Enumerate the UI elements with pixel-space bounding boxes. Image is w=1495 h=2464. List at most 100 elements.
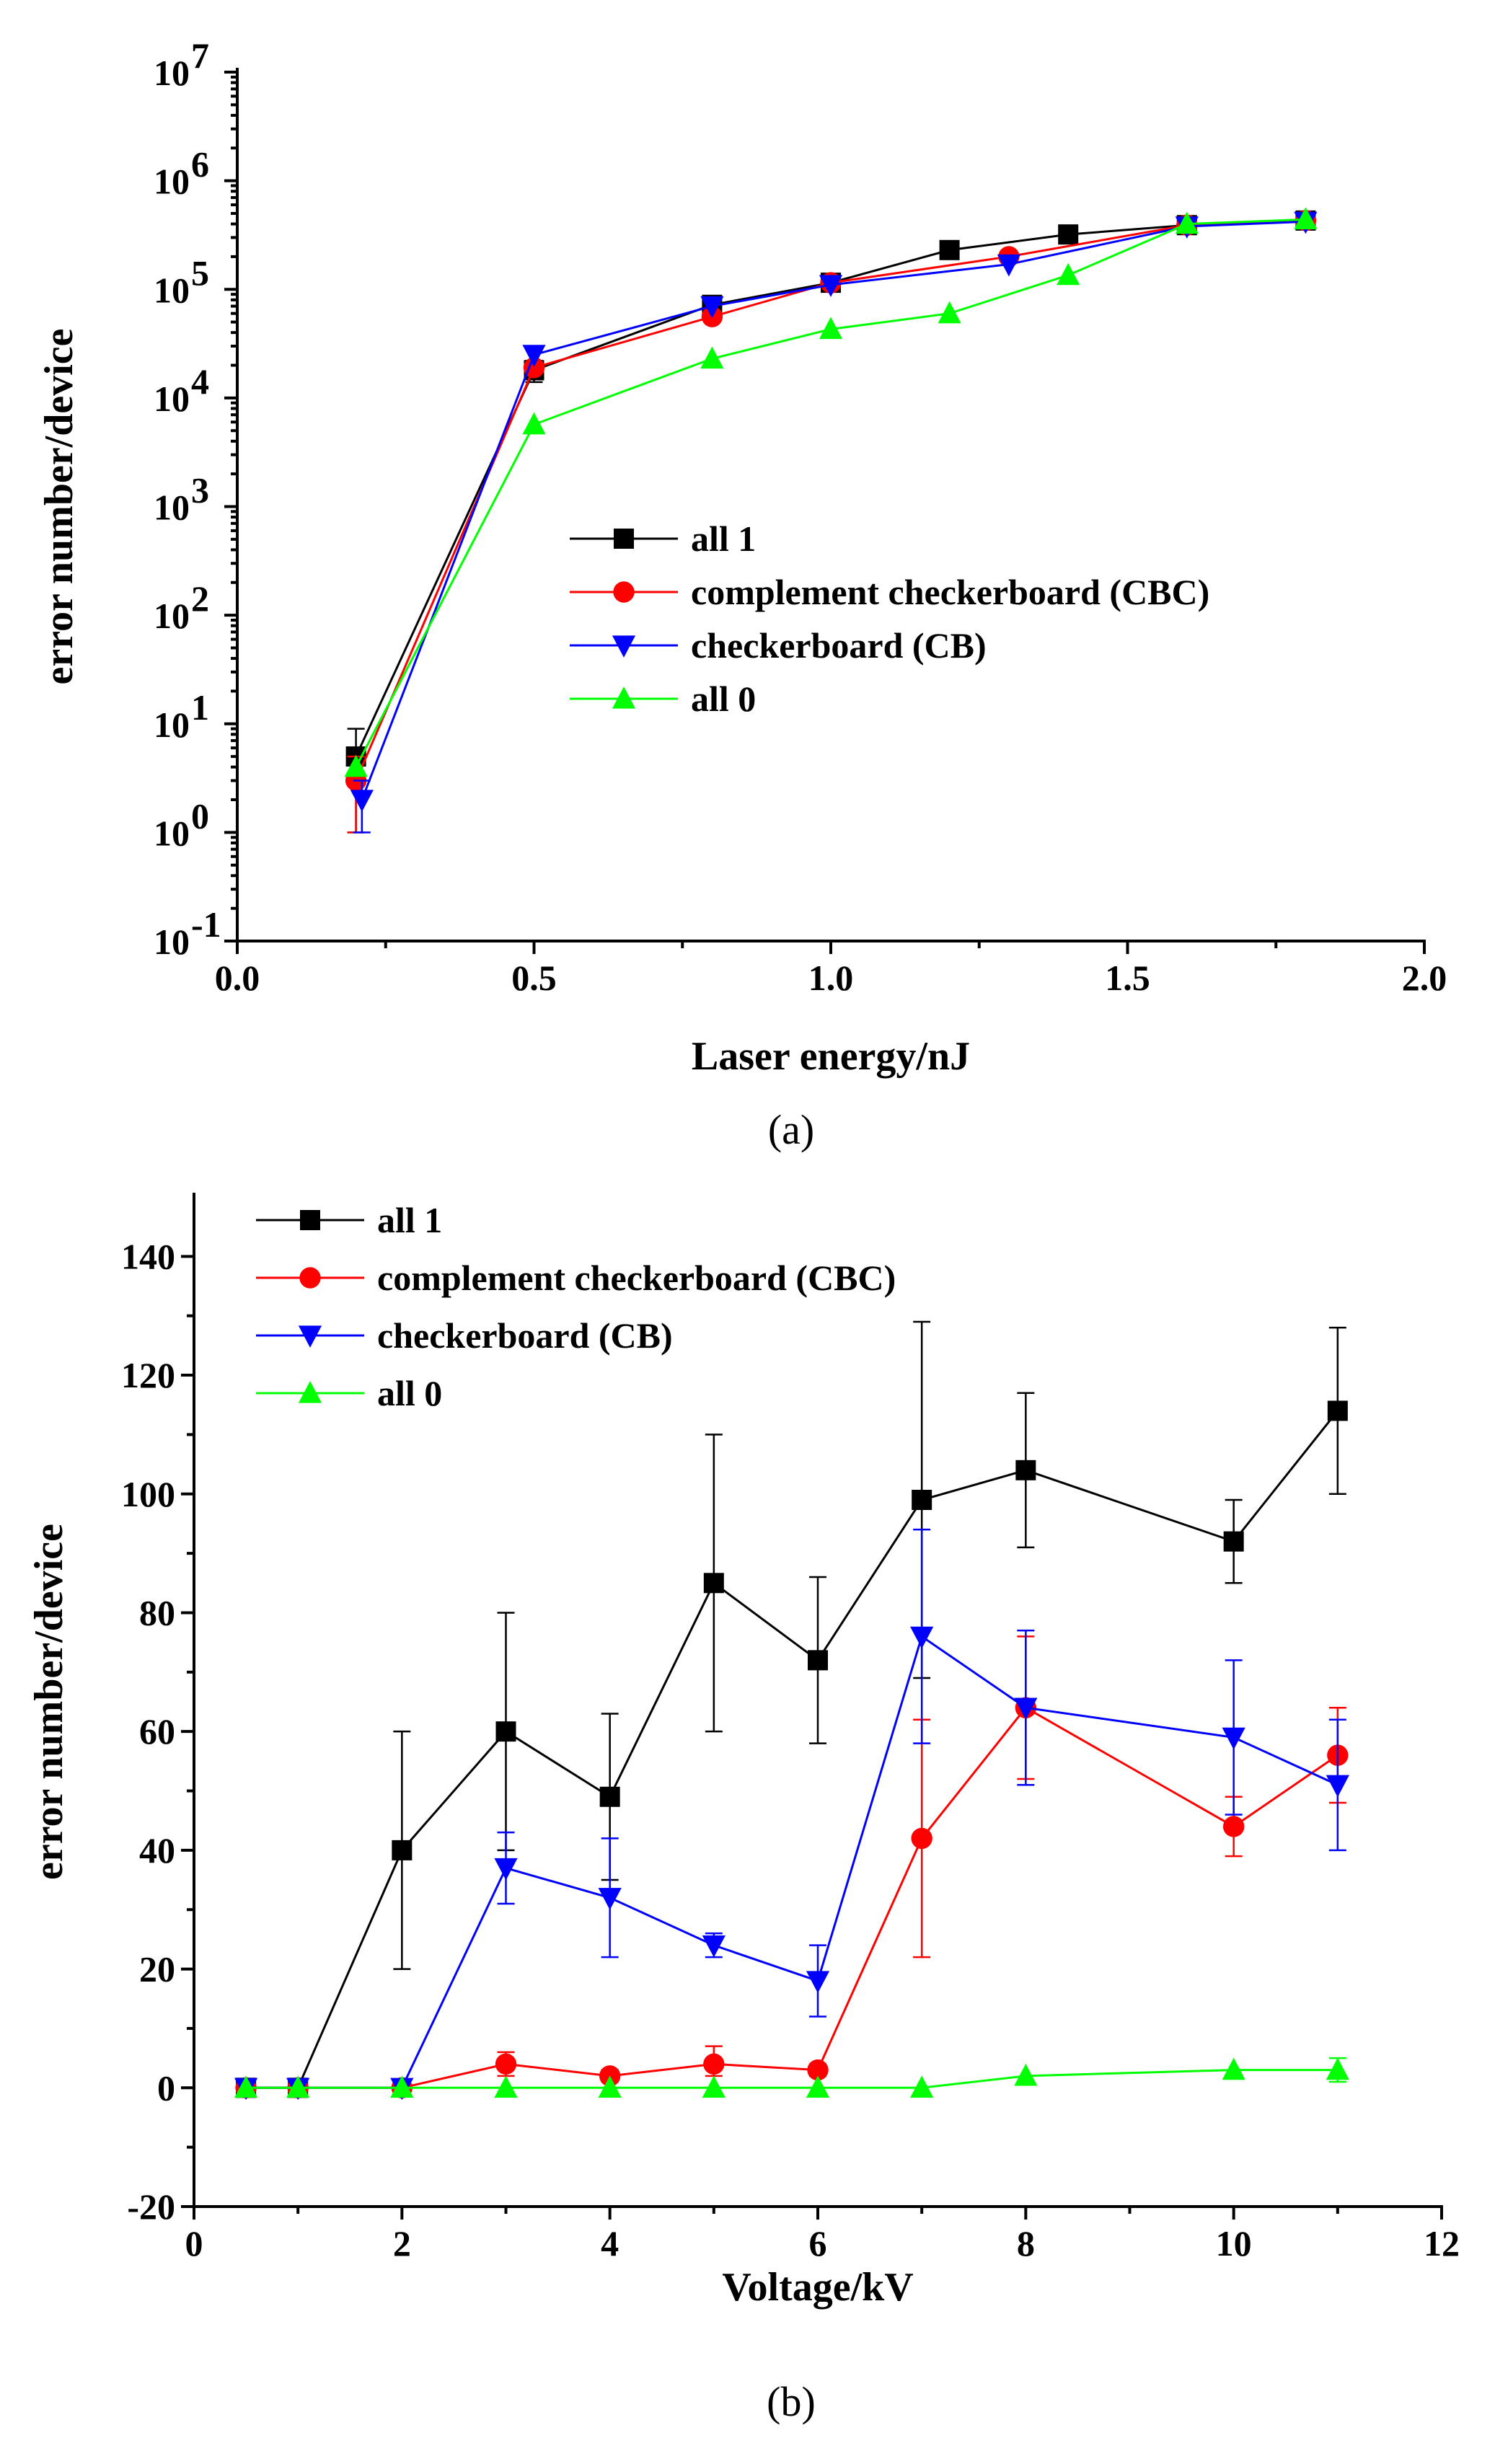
data-point [1014, 1697, 1038, 1721]
legend-marker [298, 1325, 322, 1348]
data-point [911, 1827, 932, 1850]
y-tick-label: 10 [154, 162, 190, 202]
data-point [912, 1490, 932, 1510]
y-tick-label: -20 [127, 2186, 175, 2227]
y-axis-title: error number/device [27, 1524, 71, 1880]
legend: all 1 complement checkerboard (CBC) check… [256, 1200, 896, 1413]
y-tick-base: 10 [154, 922, 190, 962]
legend-label: checkerboard (CB) [691, 625, 987, 666]
data-point [806, 1971, 830, 1993]
data-point [910, 1626, 934, 1649]
panel-label: (b) [767, 2378, 816, 2425]
y-tick-base: 10 [154, 487, 190, 528]
x-axis-title: Laser energy/nJ [692, 1034, 970, 1079]
panel-b-line-chart: 0 2 4 6 8 10 12-20020406080100120140Voltage/kV… [27, 1193, 1460, 2425]
data-point [523, 357, 545, 379]
y-tick-base: 10 [154, 813, 190, 853]
data-point [390, 2075, 414, 2098]
series-0 [236, 1320, 1348, 2098]
series-line [246, 1410, 1339, 2089]
x-tick-label: 10 [1216, 2223, 1252, 2264]
x-tick-label: 6 [809, 2223, 827, 2264]
legend-marker [300, 1210, 320, 1230]
data-point [703, 1573, 724, 1594]
legend-label: all 1 [377, 1200, 442, 1240]
series-line [355, 219, 1306, 782]
x-tick-label: 0 [185, 2223, 203, 2264]
x-tick-label: 1.0 [808, 958, 854, 998]
series-line [246, 1706, 1339, 2089]
data-point [703, 2053, 725, 2075]
y-tick-base: 10 [154, 162, 190, 202]
data-point [1222, 1816, 1245, 1837]
legend-marker [613, 581, 635, 603]
data-point [522, 345, 546, 367]
series-0 [345, 210, 1316, 834]
data-point [350, 790, 374, 812]
data-point [494, 1858, 518, 1881]
y-axis-title: error number/device [37, 328, 81, 684]
y-tick-exponent: -1 [191, 904, 221, 945]
y-tick-exponent: 7 [191, 35, 209, 76]
legend-marker [298, 1381, 322, 1403]
data-point [286, 2075, 310, 2098]
y-tick-label: 10 [154, 379, 190, 419]
x-tick-label: 0.0 [215, 958, 260, 998]
series-3 [344, 207, 1318, 777]
y-tick-exponent: 3 [191, 470, 209, 511]
data-point [598, 1888, 622, 1910]
y-tick-label: 60 [139, 1711, 175, 1752]
data-point [495, 2053, 517, 2075]
legend-marker [612, 635, 636, 658]
x-tick-label: 1.5 [1105, 958, 1150, 998]
data-point [392, 1840, 413, 1860]
legend-label: complement checkerboard (CBC) [691, 572, 1209, 612]
data-point [806, 2075, 830, 2098]
y-tick-base: 10 [154, 379, 190, 419]
data-point [1058, 224, 1079, 245]
y-tick-label: 10 [154, 596, 190, 636]
series-2 [350, 211, 1318, 834]
data-point [939, 239, 960, 260]
data-point [700, 346, 724, 369]
legend-label: all 0 [377, 1373, 442, 1413]
series-1 [235, 1635, 1349, 2098]
y-tick-exponent: 2 [191, 578, 209, 619]
data-point [1015, 1460, 1036, 1480]
x-tick-label: 12 [1424, 2223, 1460, 2264]
y-tick-label: 0 [157, 2067, 175, 2108]
x-tick-label: 2.0 [1402, 958, 1447, 998]
data-point [1327, 1400, 1348, 1421]
data-point [1057, 262, 1080, 286]
y-tick-label: 10 [154, 270, 190, 310]
legend: all 1 complement checkerboard (CBC) checke… [570, 518, 1209, 719]
panel-label: (a) [768, 1106, 814, 1153]
y-tick-label: 80 [139, 1592, 175, 1633]
y-tick-exponent: 1 [191, 687, 209, 728]
y-tick-label: 20 [139, 1949, 175, 1990]
legend-label: all 1 [691, 518, 756, 559]
data-point [234, 2075, 258, 2098]
x-tick-label: 0.5 [511, 958, 557, 998]
data-point [598, 2075, 622, 2098]
data-point [819, 275, 843, 297]
data-point [808, 1650, 828, 1671]
y-tick-base: 10 [154, 270, 190, 310]
y-tick-label: 120 [121, 1355, 175, 1395]
y-tick-exponent: 5 [191, 252, 209, 293]
data-point [1326, 2057, 1349, 2080]
series-line [246, 1635, 1339, 2089]
y-tick-label: 10 [154, 813, 190, 853]
data-point [807, 2059, 829, 2081]
y-tick-base: 10 [154, 596, 190, 636]
data-point [1222, 2057, 1245, 2080]
data-point [344, 754, 368, 777]
data-point [1294, 207, 1318, 230]
legend-label: complement checkerboard (CBC) [377, 1258, 896, 1298]
data-point [700, 296, 724, 319]
series-1 [345, 210, 1317, 834]
series-line [355, 218, 1306, 768]
legend-marker [614, 529, 634, 549]
data-point [819, 317, 843, 340]
